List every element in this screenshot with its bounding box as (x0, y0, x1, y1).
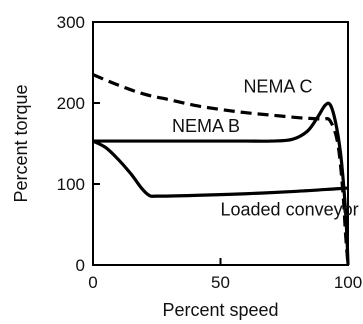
x-tick-label: 100 (334, 273, 362, 292)
plot-area-frame (93, 22, 348, 265)
y-tick-label: 100 (57, 175, 85, 194)
y-axis-label: Percent torque (11, 84, 31, 202)
series-line-loaded-conveyor (93, 141, 348, 196)
x-tick-label: 0 (88, 273, 97, 292)
x-axis-label: Percent speed (162, 300, 278, 320)
y-tick-label: 300 (57, 13, 85, 32)
x-tick-label: 50 (211, 273, 230, 292)
ticks-layer: 0 100 200 300 0 50 100 (57, 13, 363, 292)
y-tick-label: 200 (57, 94, 85, 113)
y-tick-label: 0 (76, 256, 85, 275)
curve-label-loaded-conveyor: Loaded conveyor (221, 200, 359, 220)
curve-label-nema-b: NEMA B (172, 116, 240, 136)
curve-label-nema-c: NEMA C (243, 76, 312, 96)
series-line-nema-c (93, 75, 348, 265)
series-layer (93, 75, 348, 265)
